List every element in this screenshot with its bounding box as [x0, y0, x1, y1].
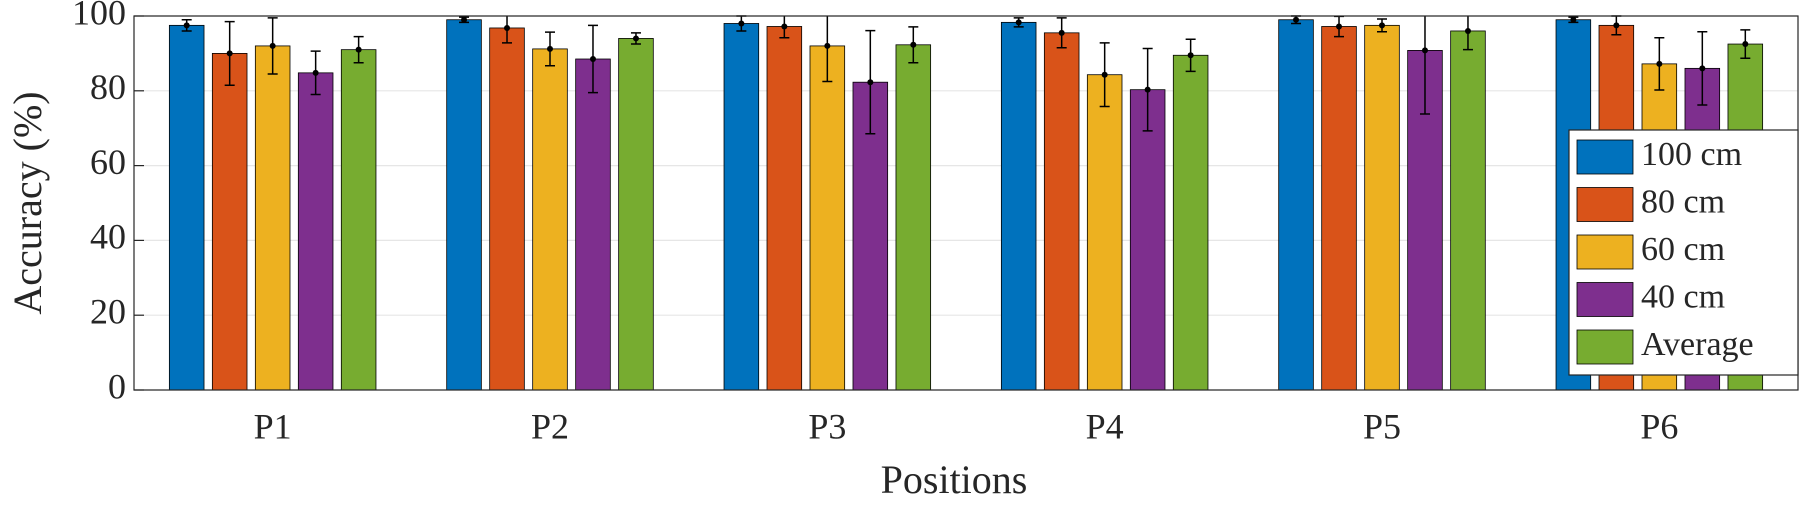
bar	[1172, 54, 1209, 391]
bar	[1278, 19, 1314, 391]
legend-swatch	[1576, 282, 1634, 317]
error-bar-point	[1336, 23, 1343, 30]
bar	[575, 58, 611, 391]
legend-swatch	[1576, 187, 1634, 222]
legend-swatch	[1576, 234, 1634, 270]
bar	[1043, 32, 1080, 391]
error-bar-point	[1656, 60, 1663, 67]
legend-swatch	[1576, 329, 1634, 365]
error-bar-point	[1570, 16, 1577, 23]
bar	[489, 27, 525, 391]
bar	[446, 19, 482, 391]
y-tick-label: 40	[90, 217, 126, 257]
x-axis-label: Positions	[881, 457, 1028, 502]
bar	[1364, 24, 1400, 391]
error-bar	[1419, 16, 1430, 115]
error-bar-point	[1293, 16, 1300, 23]
error-bar-point	[1742, 41, 1749, 48]
y-tick-label: 80	[90, 67, 126, 107]
y-tick-label: 60	[90, 142, 126, 182]
error-bar-point	[632, 35, 639, 42]
error-bar-point	[781, 23, 788, 30]
x-tick-label: P5	[1363, 406, 1401, 446]
error-bar-point	[1699, 65, 1706, 72]
x-tick-label: P6	[1640, 406, 1678, 446]
bar	[1000, 21, 1037, 391]
error-bar-point	[1379, 22, 1385, 29]
error-bar-point	[867, 79, 874, 86]
error-bar-point	[269, 42, 276, 49]
bar	[1129, 89, 1166, 391]
legend-label: 80 cm	[1641, 183, 1725, 220]
error-bar-point	[824, 42, 831, 49]
y-tick-label: 20	[90, 291, 126, 331]
bar	[1450, 30, 1486, 391]
bar	[809, 45, 846, 391]
error-bar-point	[589, 56, 596, 63]
error-bar-point	[312, 69, 319, 76]
error-bar-point	[461, 16, 468, 23]
bar	[766, 26, 803, 391]
bar	[211, 53, 248, 391]
bar	[340, 49, 377, 391]
error-bar-point	[738, 20, 745, 27]
bar	[895, 44, 932, 391]
error-bar-point	[547, 45, 553, 52]
x-tick-label: P3	[808, 406, 846, 446]
y-tick-label: 0	[108, 366, 126, 406]
legend-label: 100 cm	[1641, 136, 1742, 173]
x-tick-label: P1	[254, 406, 292, 446]
error-bar-point	[1464, 27, 1471, 34]
error-bar-point	[1058, 29, 1065, 36]
error-bar-point	[226, 50, 233, 57]
bar	[723, 23, 760, 391]
x-tick-label: P2	[531, 406, 569, 446]
error-bar-point	[504, 24, 511, 31]
legend-label: 40 cm	[1641, 278, 1725, 315]
error-bar-point	[1187, 52, 1194, 59]
bar	[618, 38, 654, 391]
error-bar-point	[1015, 19, 1022, 26]
error-bar-point	[1421, 47, 1428, 54]
bar	[168, 24, 205, 391]
error-bar-point	[910, 41, 917, 48]
bar	[297, 72, 334, 391]
bar	[532, 48, 568, 391]
bar	[1321, 26, 1357, 391]
error-bar-point	[1101, 71, 1108, 78]
error-bar-point	[355, 46, 362, 53]
bar	[254, 45, 291, 391]
y-tick-label: 100	[72, 0, 126, 32]
error-bar-point	[1144, 86, 1151, 93]
y-axis-label: Accuracy (%)	[5, 91, 50, 314]
x-tick-label: P4	[1086, 406, 1124, 446]
legend-swatch	[1576, 139, 1634, 175]
legend-label: 60 cm	[1641, 231, 1725, 268]
error-bar-point	[183, 22, 190, 29]
legend-label: Average	[1641, 326, 1754, 363]
error-bar-point	[1613, 22, 1620, 29]
bar	[1086, 74, 1123, 391]
axes-box	[133, 15, 1799, 391]
